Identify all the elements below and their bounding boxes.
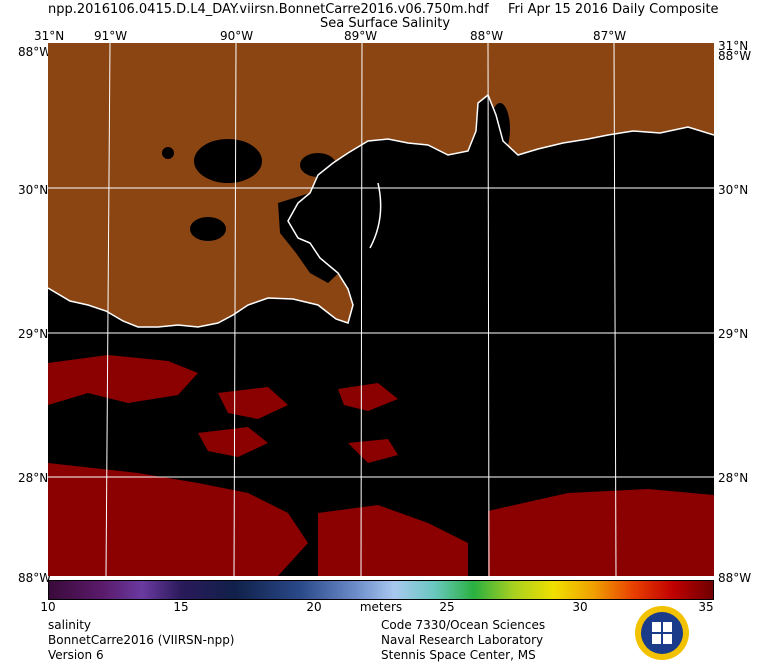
colorbar-tick-25: 25 — [439, 600, 455, 614]
lat-label-29n-left: 29°N — [18, 327, 49, 341]
lon-label-91w: 91°W — [94, 29, 128, 43]
lake-small-west — [162, 147, 174, 159]
colorbar-tick-10: 10 — [40, 600, 56, 614]
corner-label-bottom-left: 88°W — [18, 571, 52, 585]
lake-borgne — [300, 153, 336, 177]
lat-label-30n-left: 30°N — [18, 183, 49, 197]
graticule — [48, 43, 714, 576]
footer-location: Stennis Space Center, MS — [381, 648, 536, 662]
footer-lab: Naval Research Laboratory — [381, 633, 544, 647]
salinity-map[interactable] — [48, 43, 714, 576]
lon-label-87w: 87°W — [593, 29, 627, 43]
lake-salvador — [190, 217, 226, 241]
colorbar-tick-35: 35 — [698, 600, 714, 614]
corner-label-top-left: 31°N — [34, 29, 65, 43]
corner-label-bottom-right: 88°W — [718, 571, 752, 585]
coastline — [48, 93, 714, 328]
image-filename: npp.2016106.0415.D.L4_DAY.viirsn.BonnetC… — [48, 2, 489, 17]
map-canvas — [48, 43, 714, 576]
delta-marsh — [278, 193, 348, 283]
lon-label-88w: 88°W — [470, 29, 504, 43]
corner-label-top-left-lon: 88°W — [18, 45, 52, 59]
high-salinity-patches — [48, 355, 714, 576]
chandeleur-islands — [369, 182, 382, 249]
colorbar-units: meters — [359, 600, 403, 614]
lon-label-89w: 89°W — [344, 29, 378, 43]
lake-pontchartrain — [194, 139, 262, 183]
colorbar-tick-20: 20 — [306, 600, 322, 614]
colorbar-tick-15: 15 — [173, 600, 189, 614]
lat-label-28n-left: 28°N — [18, 471, 49, 485]
composite-date: Fri Apr 15 2016 Daily Composite — [508, 2, 719, 17]
footer-region: BonnetCarre2016 (VIIRSN-npp) — [48, 633, 235, 647]
product-title: Sea Surface Salinity — [320, 16, 451, 31]
lon-label-90w: 90°W — [220, 29, 254, 43]
footer-variable: salinity — [48, 618, 92, 632]
lat-label-30n-right: 30°N — [718, 183, 749, 197]
colorbar-tick-30: 30 — [572, 600, 588, 614]
lat-label-29n-right: 29°N — [718, 327, 749, 341]
lat-label-28n-right: 28°N — [718, 471, 749, 485]
footer-code: Code 7330/Ocean Sciences — [381, 618, 546, 632]
nrl-seal-icon — [635, 606, 689, 660]
footer-version: Version 6 — [48, 648, 104, 662]
salinity-colorbar — [48, 580, 714, 600]
corner-label-top-right-lon: 88°W — [718, 49, 752, 63]
corner-label-top-right: 31°N — [718, 39, 749, 53]
land-mass — [48, 43, 714, 327]
